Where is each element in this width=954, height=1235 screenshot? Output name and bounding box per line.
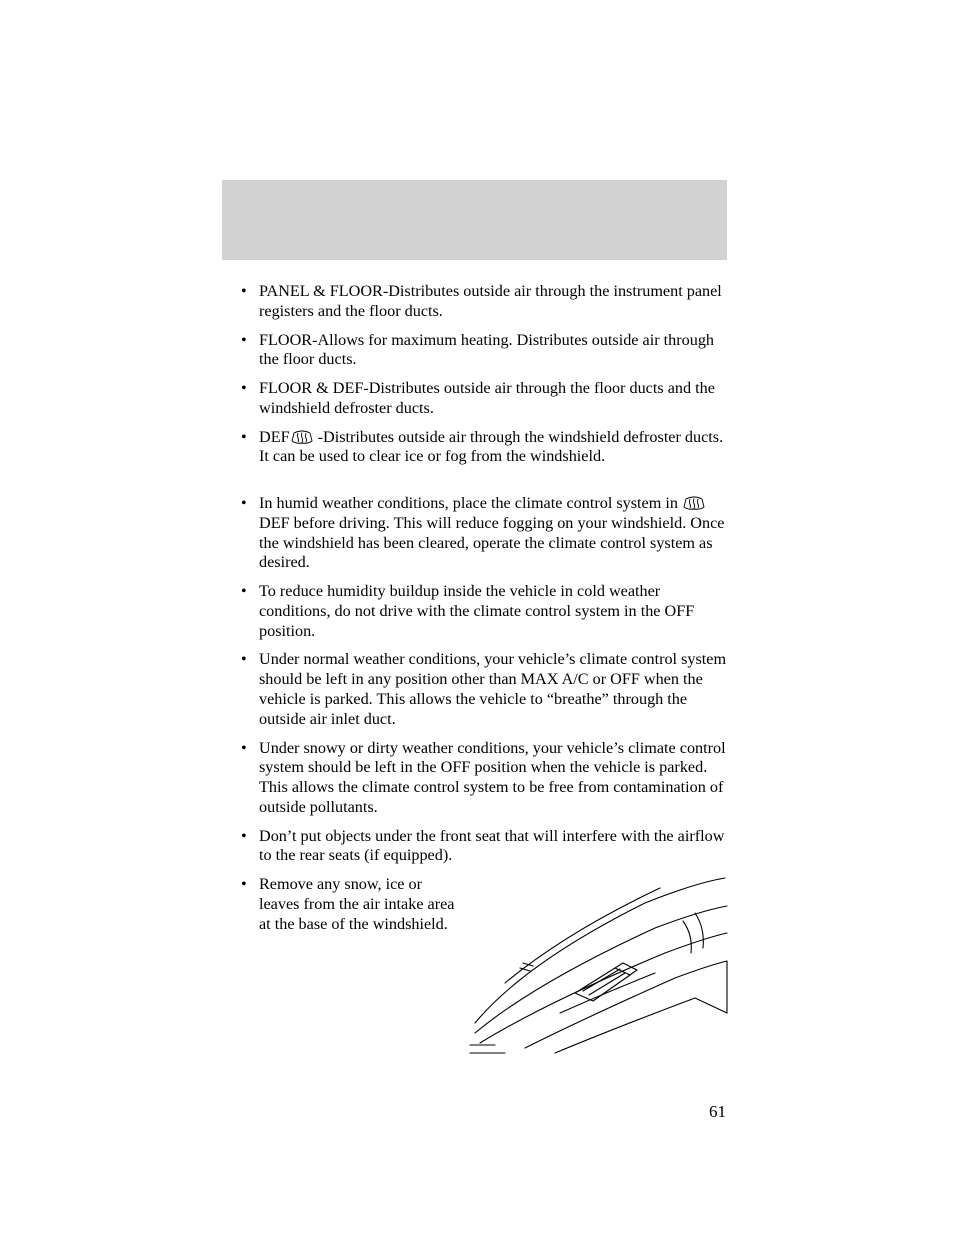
list-item: FLOOR & DEF-Distributes outside air thro… xyxy=(259,379,729,419)
content-area: PANEL & FLOOR -Distributes outside air th… xyxy=(225,180,729,934)
list-item: Under normal weather conditions, your ve… xyxy=(259,650,729,729)
tip-text: To reduce humidity buildup inside the ve… xyxy=(259,582,694,640)
mode-desc: -Allows for maximum heating. Distributes… xyxy=(259,331,714,369)
tip-text: Under normal weather conditions, your ve… xyxy=(259,650,726,727)
defrost-icon xyxy=(290,430,314,444)
windshield-intake-figure xyxy=(465,873,729,1063)
list-item: To reduce humidity buildup inside the ve… xyxy=(259,582,729,641)
section-gap xyxy=(225,476,729,494)
mode-prefix: FLOOR xyxy=(259,331,312,349)
defrost-icon xyxy=(682,496,706,510)
list-item: DEF -Distributes outside air through the… xyxy=(259,428,729,468)
mode-prefix: FLOOR & DEF xyxy=(259,379,363,397)
list-item: In humid weather conditions, place the c… xyxy=(259,494,729,573)
tip-text: DEF before driving. This will reduce fog… xyxy=(259,514,724,572)
tip-text: Remove any snow, ice or leaves from the … xyxy=(259,875,455,933)
list-item: Remove any snow, ice or leaves from the … xyxy=(259,875,729,934)
list-item: PANEL & FLOOR-Distributes outside air th… xyxy=(259,282,729,322)
page-number: 61 xyxy=(709,1102,726,1122)
list-item: Don’t put objects under the front seat t… xyxy=(259,827,729,867)
mode-prefix: PANEL & FLOOR xyxy=(259,282,383,300)
list-item: FLOOR-Allows for maximum heating. Distri… xyxy=(259,331,729,371)
tips-list: In humid weather conditions, place the c… xyxy=(225,494,729,934)
mode-desc: -Distributes outside air through the win… xyxy=(259,428,723,466)
list-item: Under snowy or dirty weather conditions,… xyxy=(259,739,729,818)
tip-text: In humid weather conditions, place the c… xyxy=(259,494,682,512)
tip-text: Don’t put objects under the front seat t… xyxy=(259,827,724,865)
mode-list: PANEL & FLOOR -Distributes outside air th… xyxy=(225,282,729,467)
page: PANEL & FLOOR -Distributes outside air th… xyxy=(0,0,954,934)
tip-text: Under snowy or dirty weather conditions,… xyxy=(259,739,726,816)
mode-prefix: DEF xyxy=(259,428,290,446)
